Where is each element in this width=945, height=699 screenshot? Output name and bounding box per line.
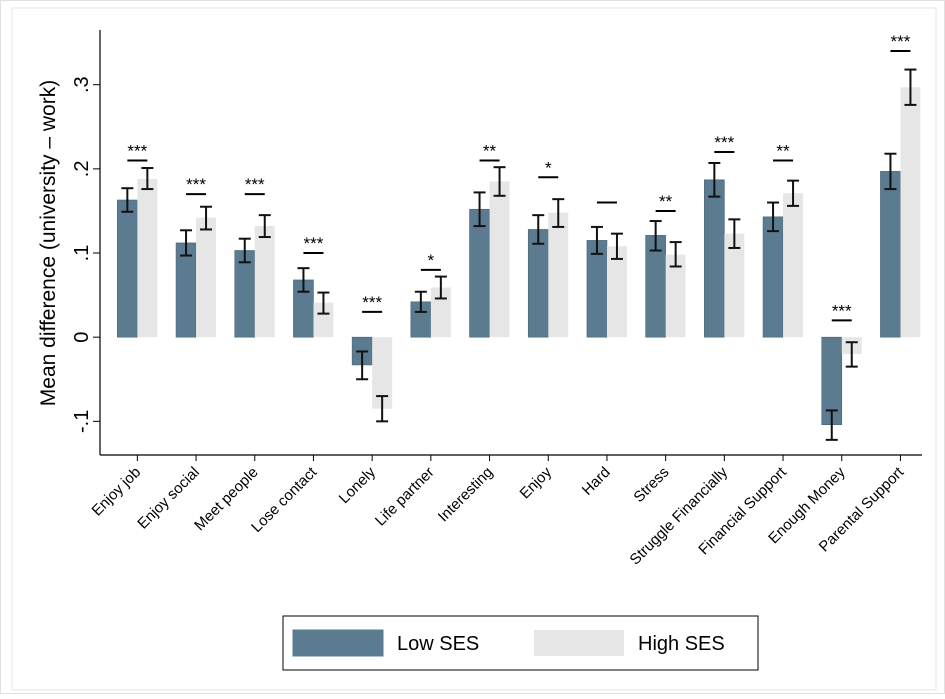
bar-high-ses — [900, 87, 921, 338]
legend-label-high-ses: High SES — [638, 633, 725, 655]
bar-high-ses — [196, 217, 217, 338]
bar-high-ses — [783, 193, 804, 338]
bar-high-ses — [430, 287, 451, 338]
significance-label: ** — [659, 192, 673, 211]
legend-swatch-high-ses — [534, 630, 624, 656]
significance-label: *** — [362, 293, 382, 312]
bar-low-ses — [175, 242, 197, 338]
bar-high-ses — [606, 246, 627, 338]
bar-high-ses — [489, 181, 510, 338]
bar-high-ses — [665, 254, 686, 338]
bar-high-ses — [137, 178, 158, 338]
y-tick-label: .2 — [71, 161, 93, 178]
significance-label: * — [428, 251, 435, 270]
bar-high-ses — [313, 302, 334, 338]
significance-label: *** — [304, 234, 324, 253]
bar-low-ses — [704, 179, 725, 338]
bar-low-ses — [586, 240, 608, 338]
significance-label: *** — [127, 141, 147, 160]
significance-label: ** — [776, 141, 790, 160]
legend-label-low-ses: Low SES — [397, 633, 479, 655]
significance-label: *** — [714, 133, 734, 152]
bar-low-ses — [234, 250, 256, 338]
graph-region — [11, 7, 937, 691]
y-tick-label: -.1 — [71, 410, 93, 433]
bar-high-ses — [724, 233, 745, 338]
bar-low-ses — [762, 216, 784, 338]
significance-label: ** — [483, 141, 497, 160]
bar-high-ses — [548, 212, 569, 338]
bar-low-ses — [527, 229, 549, 338]
significance-label: *** — [245, 175, 265, 194]
significance-label: *** — [891, 32, 911, 51]
bar-high-ses — [372, 337, 393, 409]
legend: Low SES High SES — [282, 615, 759, 671]
y-axis-label: Mean difference (university – work) — [37, 80, 60, 406]
significance-label: *** — [186, 175, 206, 194]
y-tick-label: .3 — [71, 76, 93, 93]
legend-swatch-low-ses — [292, 629, 384, 657]
y-tick-label: .1 — [71, 245, 93, 262]
plot-marks: ****** ****************** ******** — [117, 32, 921, 441]
y-tick-label: 0 — [71, 332, 93, 343]
bar-low-ses — [117, 199, 138, 338]
bar-high-ses — [254, 226, 275, 338]
bar-low-ses — [880, 171, 901, 338]
significance-label: * — [545, 158, 552, 177]
significance-label: *** — [832, 301, 852, 320]
bar-low-ses — [469, 208, 490, 338]
